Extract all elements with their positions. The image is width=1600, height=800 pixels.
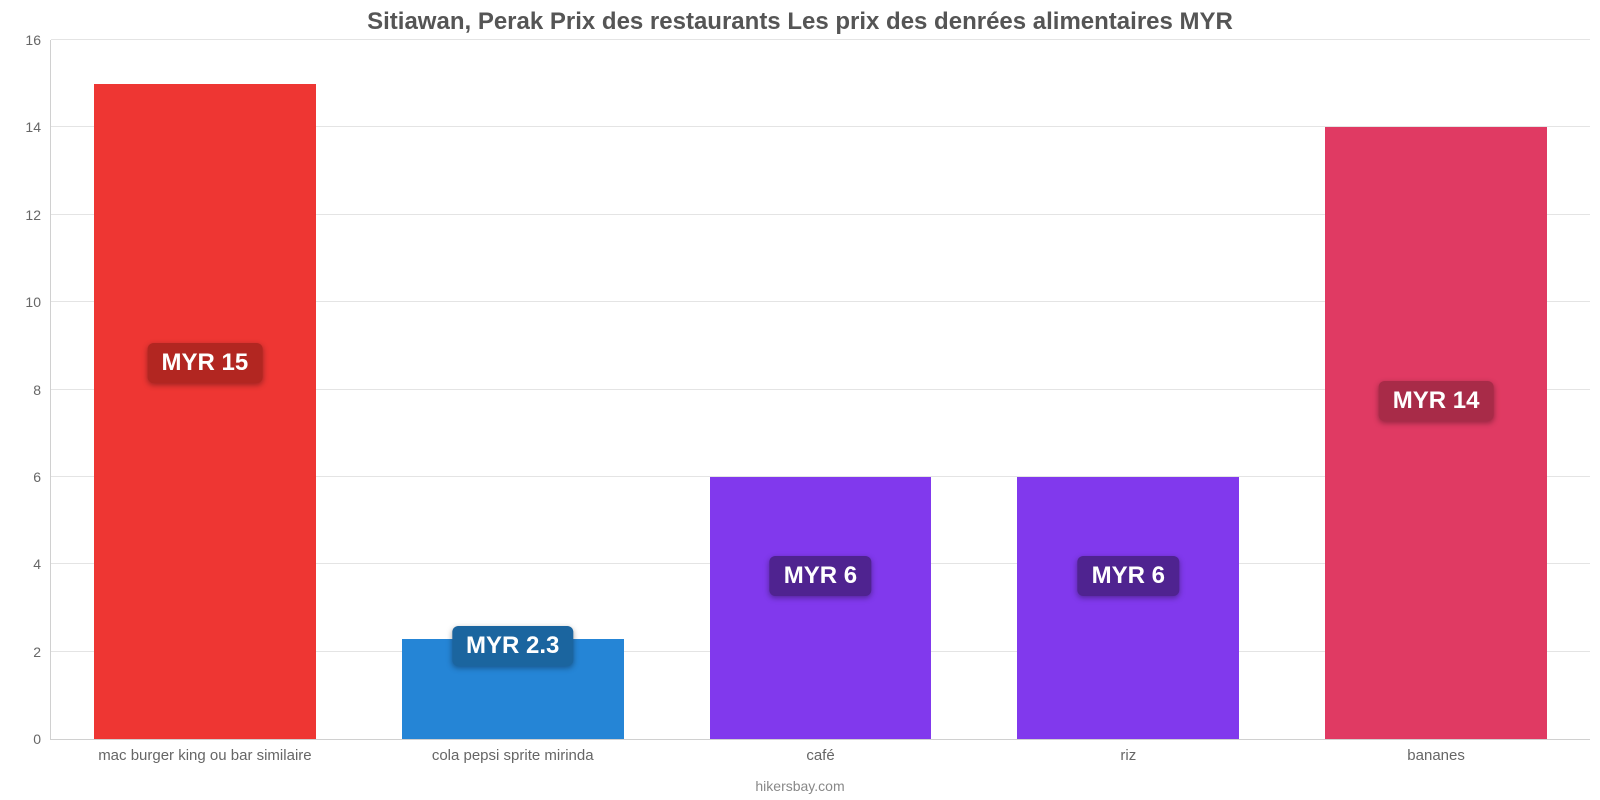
y-tick-label: 0 bbox=[33, 731, 51, 747]
plot-area: 0246810121416 MYR 15MYR 2.3MYR 6MYR 6MYR… bbox=[50, 40, 1590, 740]
value-badge: MYR 14 bbox=[1379, 381, 1494, 421]
x-tick-label: café bbox=[667, 747, 975, 764]
bar-slot: MYR 6 bbox=[667, 40, 975, 739]
bar-slot: MYR 2.3 bbox=[359, 40, 667, 739]
value-badge: MYR 2.3 bbox=[452, 626, 573, 666]
x-tick-label: bananes bbox=[1282, 747, 1590, 764]
source-attribution: hikersbay.com bbox=[0, 778, 1600, 794]
bar bbox=[1017, 477, 1239, 739]
bars-layer: MYR 15 MYR 2.3 MYR 6 MYR 6 MYR 14 bbox=[51, 40, 1590, 739]
bar bbox=[94, 84, 316, 739]
value-badge: MYR 15 bbox=[148, 343, 263, 383]
y-tick-label: 4 bbox=[33, 556, 51, 572]
value-badge: MYR 6 bbox=[1078, 556, 1179, 596]
bar-slot: MYR 14 bbox=[1282, 40, 1590, 739]
bar-slot: MYR 15 bbox=[51, 40, 359, 739]
x-axis-labels: mac burger king ou bar similairecola pep… bbox=[51, 747, 1590, 764]
x-tick-label: riz bbox=[974, 747, 1282, 764]
y-tick-label: 6 bbox=[33, 469, 51, 485]
y-tick-label: 2 bbox=[33, 644, 51, 660]
value-badge: MYR 6 bbox=[770, 556, 871, 596]
bar bbox=[710, 477, 932, 739]
x-tick-label: mac burger king ou bar similaire bbox=[51, 747, 359, 764]
bar bbox=[1325, 127, 1547, 739]
price-bar-chart: Sitiawan, Perak Prix des restaurants Les… bbox=[0, 0, 1600, 800]
y-tick-label: 10 bbox=[25, 294, 51, 310]
y-tick-label: 14 bbox=[25, 119, 51, 135]
bar-slot: MYR 6 bbox=[974, 40, 1282, 739]
x-tick-label: cola pepsi sprite mirinda bbox=[359, 747, 667, 764]
y-tick-label: 16 bbox=[25, 32, 51, 48]
y-tick-label: 12 bbox=[25, 207, 51, 223]
chart-title: Sitiawan, Perak Prix des restaurants Les… bbox=[0, 8, 1600, 36]
y-tick-label: 8 bbox=[33, 382, 51, 398]
